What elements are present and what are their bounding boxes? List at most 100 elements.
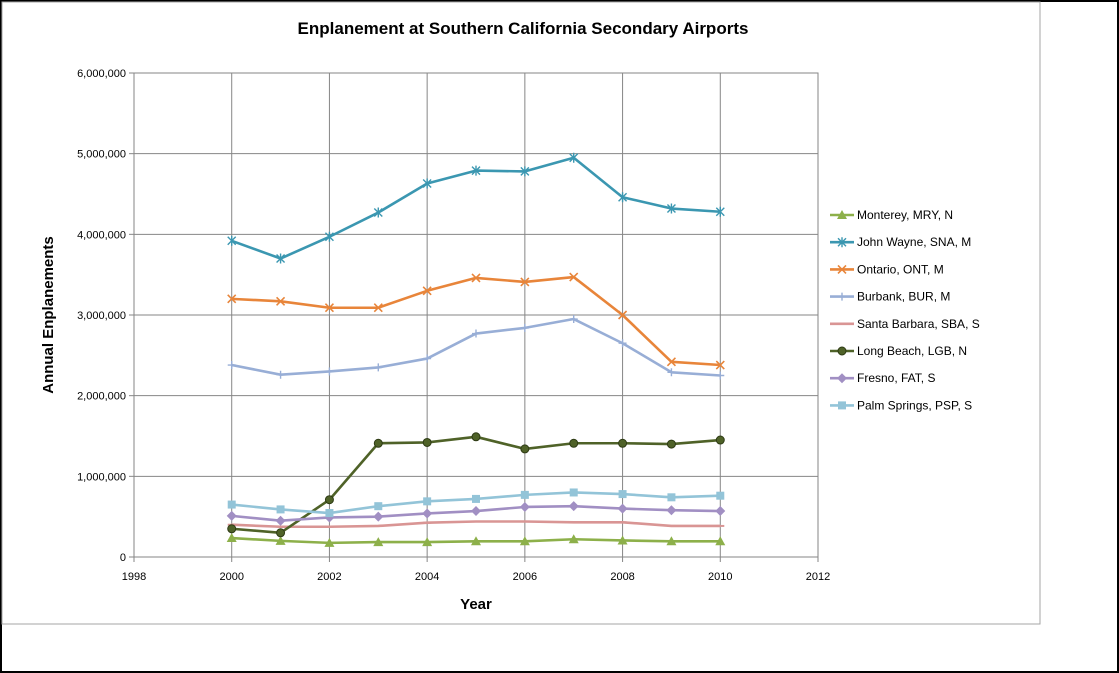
- legend-item: Monterey, MRY, N: [830, 208, 953, 222]
- data-point: [666, 536, 677, 546]
- x-tick-label: 2008: [610, 571, 634, 583]
- data-point: [226, 533, 237, 543]
- data-point: [227, 235, 237, 246]
- legend-label: Santa Barbara, SBA, S: [857, 317, 980, 331]
- data-point: [520, 490, 529, 499]
- data-point: [715, 206, 725, 217]
- legend-item: Burbank, BUR, M: [830, 290, 950, 304]
- data-point: [471, 432, 481, 442]
- data-point: [716, 371, 725, 380]
- data-point: [374, 363, 383, 372]
- legend: Monterey, MRY, N John Wayne, SNA, M Ontari…: [830, 208, 980, 412]
- data-point: [226, 510, 237, 521]
- data-point: [520, 166, 530, 177]
- legend-swatch-marker: [837, 346, 847, 356]
- x-tick-label: 2012: [806, 571, 830, 583]
- data-point: [276, 528, 286, 538]
- data-point: [569, 272, 579, 282]
- data-point: [276, 370, 285, 379]
- data-point: [618, 310, 628, 320]
- data-point: [520, 444, 530, 454]
- legend-label: Monterey, MRY, N: [857, 208, 953, 222]
- data-point: [569, 438, 579, 448]
- y-tick-label: 1,000,000: [77, 471, 126, 483]
- data-point: [275, 515, 286, 526]
- data-point: [227, 294, 237, 304]
- data-point: [422, 178, 432, 189]
- data-point: [568, 501, 579, 512]
- data-point: [472, 329, 480, 338]
- data-point: [666, 439, 676, 449]
- chart-area-border: [1, 1, 1041, 625]
- y-tick-label: 6,000,000: [77, 68, 126, 80]
- data-point: [422, 508, 433, 519]
- data-point: [324, 495, 334, 505]
- x-axis-ticks: 1998 2000 2002 2004 2006 2008 2010 2012: [122, 557, 830, 583]
- x-tick-label: 2000: [219, 571, 243, 583]
- data-point: [324, 537, 335, 547]
- legend-label: Ontario, ONT, M: [857, 262, 944, 276]
- legend-item: Ontario, ONT, M: [830, 262, 944, 276]
- data-point: [325, 509, 334, 518]
- series-group: [226, 533, 726, 547]
- legend-label: Fresno, FAT, S: [857, 371, 935, 385]
- y-tick-label: 0: [120, 552, 126, 564]
- x-tick-label: 2006: [513, 571, 537, 583]
- data-point: [618, 490, 627, 499]
- y-axis-ticks: 0 1,000,000 2,000,000 3,000,000 4,000,000 5,0…: [77, 68, 134, 564]
- data-point: [423, 354, 432, 363]
- data-point: [715, 435, 725, 445]
- legend-swatch-marker: [837, 264, 847, 274]
- y-tick-label: 3,000,000: [77, 310, 126, 322]
- data-point: [325, 367, 334, 376]
- y-tick-label: 4,000,000: [77, 229, 126, 241]
- data-point: [471, 165, 481, 176]
- data-point: [423, 497, 432, 506]
- legend-item: Long Beach, LGB, N: [830, 344, 967, 358]
- data-point: [276, 253, 286, 264]
- data-point: [617, 503, 628, 514]
- data-point: [472, 494, 480, 503]
- x-tick-label: 2010: [708, 571, 732, 583]
- data-point: [324, 303, 334, 313]
- data-point: [520, 323, 529, 332]
- data-point: [422, 286, 432, 296]
- data-point: [715, 360, 725, 370]
- data-point: [422, 437, 432, 447]
- data-point: [374, 502, 383, 511]
- legend-label: John Wayne, SNA, M: [857, 235, 971, 249]
- data-point: [667, 493, 676, 502]
- data-point: [618, 438, 628, 448]
- data-point: [276, 296, 286, 306]
- data-point: [618, 339, 627, 348]
- data-point: [520, 277, 530, 287]
- y-tick-label: 2,000,000: [77, 391, 126, 403]
- legend-swatch-marker: [838, 401, 846, 410]
- legend-label: Burbank, BUR, M: [857, 290, 950, 304]
- data-point: [275, 535, 286, 545]
- x-tick-label: 1998: [122, 571, 146, 583]
- data-point: [666, 357, 676, 367]
- y-tick-label: 5,000,000: [77, 149, 126, 161]
- data-point: [227, 524, 237, 534]
- y-axis-title: Annual Enplanements: [40, 236, 57, 394]
- legend-swatch-marker: [837, 237, 847, 248]
- data-point: [666, 505, 677, 516]
- data-point: [618, 192, 628, 203]
- data-point: [716, 491, 725, 500]
- data-point: [715, 536, 726, 546]
- legend-label: Palm Springs, PSP, S: [857, 398, 972, 412]
- x-axis-title: Year: [460, 596, 492, 613]
- series-lines: [226, 152, 726, 547]
- data-point: [227, 361, 236, 370]
- data-point: [373, 438, 383, 448]
- legend-swatch-marker: [837, 210, 847, 219]
- data-point: [519, 501, 530, 512]
- data-point: [471, 273, 481, 283]
- data-point: [568, 534, 579, 544]
- data-point: [471, 506, 481, 517]
- series-group: [227, 272, 725, 370]
- data-point: [519, 536, 530, 546]
- data-point: [373, 207, 383, 218]
